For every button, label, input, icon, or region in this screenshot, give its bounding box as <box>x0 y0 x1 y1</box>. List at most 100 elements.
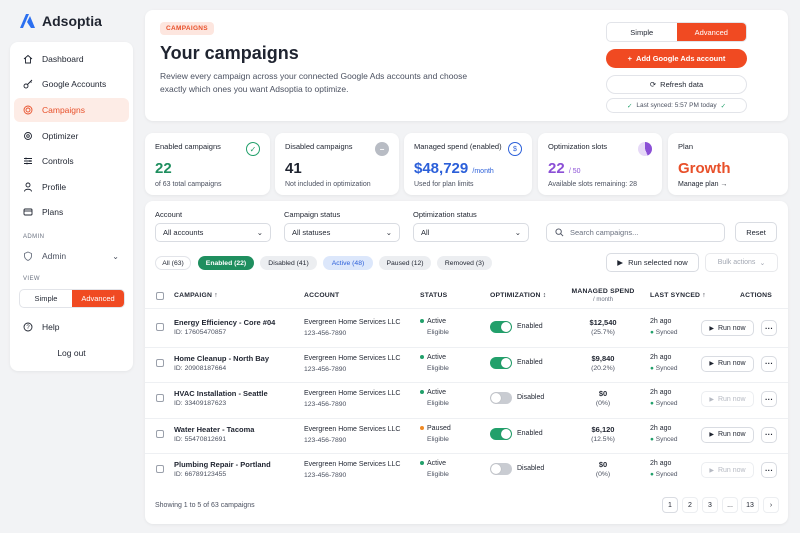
spend-value: $6,120 <box>591 424 615 434</box>
ellipsis-icon: ··· <box>765 323 773 333</box>
more-actions-button[interactable]: ··· <box>761 355 777 372</box>
row-checkbox[interactable] <box>156 465 164 473</box>
mode-simple-button[interactable]: Simple <box>630 27 654 37</box>
synced-time: 2h ago <box>650 389 672 396</box>
campaign-name[interactable]: HVAC Installation - Seattle <box>174 389 268 398</box>
campaign-id: ID: 66789123455 <box>174 471 227 478</box>
bulk-actions-button[interactable]: Bulk actions ⌄ <box>705 253 778 272</box>
page-button-13[interactable]: 13 <box>741 497 759 513</box>
chevron-down-icon: ⌄ <box>385 228 392 237</box>
sidebar-item-optimizer[interactable]: Optimizer <box>14 124 129 148</box>
campaign-name[interactable]: Plumbing Repair - Portland <box>174 460 271 469</box>
account-filter-label: Account <box>155 210 183 219</box>
account-name: Evergreen Home Services LLC <box>304 461 401 468</box>
stat-sub: Not included in optimization <box>285 181 371 188</box>
refresh-label: Refresh data <box>660 80 704 89</box>
synced-state-text: Synced <box>655 471 678 478</box>
run-now-button[interactable]: ▶ Run now <box>701 391 754 407</box>
account-phone: 123-456-7890 <box>304 330 347 337</box>
campaign-name[interactable]: Energy Efficiency - Core #04 <box>174 318 276 327</box>
page-button-2[interactable]: 2 <box>682 497 698 513</box>
column-optimization[interactable]: OPTIMIZATION ↕ <box>490 292 547 299</box>
status-filter-label: Campaign status <box>284 210 341 219</box>
run-now-button[interactable]: ▶ Run now <box>701 426 754 443</box>
optimization-toggle[interactable] <box>490 427 512 440</box>
optimization-toggle[interactable] <box>490 392 512 404</box>
last-synced-text: Last synced: 5:57 PM today <box>636 102 717 109</box>
svg-text:?: ? <box>26 325 30 331</box>
row-checkbox[interactable] <box>156 429 164 438</box>
campaign-id: ID: 20908187664 <box>174 364 227 372</box>
optimization-toggle[interactable] <box>490 463 512 475</box>
optimization-toggle[interactable] <box>490 356 512 369</box>
chip-all[interactable]: All (63) <box>155 256 191 270</box>
app-logo[interactable]: Adsoptia <box>18 12 102 30</box>
sidebar-item-admin[interactable]: Admin ⌄ <box>14 244 129 268</box>
toggle-knob <box>491 393 501 403</box>
check-circle-icon: ● <box>650 329 654 336</box>
chip-removed[interactable]: Removed (3) <box>437 256 492 270</box>
run-selected-button[interactable]: ▶ Run selected now <box>606 253 699 272</box>
reset-button[interactable]: Reset <box>735 222 777 242</box>
run-now-button[interactable]: ▶ Run now <box>701 355 754 372</box>
page-button-3[interactable]: 3 <box>702 497 718 513</box>
more-actions-button[interactable]: ··· <box>761 391 777 407</box>
sidebar-item-dashboard[interactable]: Dashboard <box>14 47 129 71</box>
row-checkbox[interactable] <box>156 358 164 367</box>
column-managed-spend: MANAGED SPEND <box>571 288 635 295</box>
column-status: STATUS <box>420 292 448 299</box>
optimization-select[interactable]: All ⌄ <box>413 223 529 242</box>
chip-paused[interactable]: Paused (12) <box>379 256 431 270</box>
app-name: Adsoptia <box>42 13 102 29</box>
column-campaign[interactable]: CAMPAIGN ↑ <box>174 292 218 299</box>
more-actions-button[interactable]: ··· <box>761 320 777 336</box>
run-now-button[interactable]: ▶ Run now <box>701 320 754 336</box>
status-dot-icon <box>420 461 424 466</box>
bulk-actions-label: Bulk actions <box>717 259 756 266</box>
sidebar-item-controls[interactable]: Controls <box>14 149 129 173</box>
page-button-1[interactable]: 1 <box>662 497 678 513</box>
mode-toggle: Simple Advanced <box>606 22 747 42</box>
synced-time: 2h ago <box>650 318 672 325</box>
stat-sub: Used for plan limits <box>414 181 474 188</box>
optimization-toggle[interactable] <box>490 321 512 333</box>
account-select[interactable]: All accounts ⌄ <box>155 223 271 242</box>
run-now-button[interactable]: ▶ Run now <box>701 462 754 478</box>
campaign-name[interactable]: Home Cleanup - North Bay <box>174 353 270 363</box>
sidebar-item-campaigns[interactable]: Campaigns <box>14 98 129 122</box>
refresh-data-button[interactable]: ⟳ Refresh data <box>606 75 747 94</box>
campaign-name[interactable]: Water Heater - Tacoma <box>174 424 255 434</box>
logout-button[interactable]: Log out <box>57 348 86 358</box>
view-advanced-button[interactable]: Advanced <box>72 290 124 307</box>
status-select[interactable]: All statuses ⌄ <box>284 223 400 242</box>
check-icon: ✓ <box>720 102 727 110</box>
row-checkbox[interactable] <box>156 394 164 402</box>
chip-disabled[interactable]: Disabled (41) <box>260 256 317 270</box>
stat-unit: /month <box>472 168 494 175</box>
optimization-label: Enabled <box>517 429 543 437</box>
sidebar-item-google-accounts[interactable]: Google Accounts <box>14 72 129 96</box>
mode-advanced-button[interactable]: Advanced <box>676 23 746 41</box>
synced-state-text: Synced <box>655 400 678 407</box>
search-input[interactable] <box>570 228 710 237</box>
synced-time: 2h ago <box>650 424 672 432</box>
sidebar-item-help[interactable]: ? Help <box>14 315 129 339</box>
sidebar: Dashboard Google Accounts Campaigns Opti… <box>10 42 133 371</box>
more-actions-button[interactable]: ··· <box>761 426 777 443</box>
sidebar-item-profile[interactable]: Profile <box>14 175 129 199</box>
view-simple-button[interactable]: Simple <box>34 294 58 303</box>
next-page-button[interactable]: › <box>763 497 779 513</box>
manage-plan-link[interactable]: Manage plan → <box>678 181 728 188</box>
column-last-synced[interactable]: LAST SYNCED ↑ <box>650 292 706 299</box>
ellipsis-icon: ··· <box>765 465 773 475</box>
select-all-checkbox[interactable] <box>156 292 164 300</box>
spend-percent: (20.2%) <box>591 364 615 372</box>
more-actions-button[interactable]: ··· <box>761 462 777 478</box>
chip-active[interactable]: Active (48) <box>323 256 373 270</box>
add-google-ads-account-button[interactable]: + Add Google Ads account <box>606 49 747 68</box>
sidebar-item-plans[interactable]: Plans <box>14 200 129 224</box>
row-checkbox[interactable] <box>156 323 164 331</box>
chip-enabled[interactable]: Enabled (22) <box>198 256 254 270</box>
status-dot-icon <box>420 319 424 324</box>
account-name: Evergreen Home Services LLC <box>304 319 401 326</box>
